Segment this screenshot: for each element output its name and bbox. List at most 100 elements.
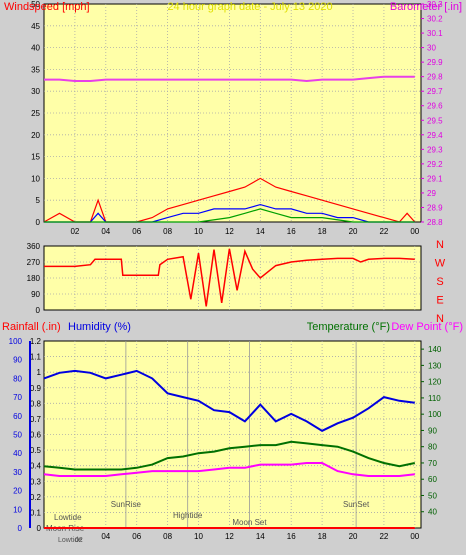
event-annotation: Moon Set: [232, 518, 267, 527]
baro-ytick-label: 30: [427, 44, 436, 53]
temp-xtick-label: 04: [101, 532, 110, 541]
rain-ytick-label: 0.2: [30, 493, 42, 502]
compass-label: N: [436, 239, 444, 251]
wind-xtick-label: 20: [349, 227, 358, 236]
wind-ytick-label: 15: [31, 153, 40, 162]
direction-ytick-label: 360: [27, 242, 41, 251]
baro-ytick-label: 30.3: [427, 0, 443, 9]
series-windspeed-line: [44, 203, 415, 223]
temp-xtick-label: 20: [349, 532, 358, 541]
baro-ytick-label: 29.8: [427, 73, 443, 82]
dewpoint-axis-label: Dew Point (°F): [391, 321, 463, 333]
rain-ytick-label: 0.8: [30, 399, 42, 408]
event-annotation: Lowtide: [54, 513, 82, 522]
event-annotation: SunSet: [343, 500, 370, 509]
direction-plot-area: [43, 245, 422, 311]
wind-xtick-label: 14: [256, 227, 265, 236]
wind-xtick-label: 12: [225, 227, 234, 236]
series-gust-line: [43, 177, 416, 223]
wind-ytick-label: 40: [31, 44, 40, 53]
wind-xtick-label: 06: [132, 227, 141, 236]
direction-ytick-label: 0: [36, 306, 41, 315]
series-barometer-line: [44, 75, 415, 83]
temperature-plot-area: [43, 340, 422, 529]
compass-label: S: [436, 276, 443, 288]
humidity-ytick-label: 30: [13, 468, 22, 477]
wind-xtick-label: 16: [287, 227, 296, 236]
rain-ytick-label: 0.3: [30, 477, 42, 486]
series-avg-line: [44, 208, 415, 223]
humidity-ytick-label: 70: [13, 393, 22, 402]
series-dew-point-line: [43, 462, 415, 477]
event-annotation: 02: [75, 537, 83, 544]
rain-ytick-label: 1.2: [30, 337, 42, 346]
humidity-ytick-label: 80: [13, 374, 22, 383]
direction-ytick-label: 270: [27, 258, 41, 267]
wind-ytick-label: 25: [31, 109, 40, 118]
series-wind-direction-line: [44, 248, 415, 307]
wind-ytick-label: 20: [31, 131, 40, 140]
baro-ytick-label: 29.3: [427, 145, 443, 154]
baro-ytick-label: 29.5: [427, 116, 443, 125]
temp-xtick-label: 16: [287, 532, 296, 541]
compass-label: E: [436, 295, 443, 307]
temp-ytick-label: 90: [428, 426, 437, 435]
temp-xtick-label: 06: [132, 532, 141, 541]
baro-ytick-label: 30.1: [427, 29, 443, 38]
rain-ytick-label: 0: [37, 524, 42, 533]
baro-ytick-label: 29.6: [427, 102, 443, 111]
humidity-ytick-label: 60: [13, 412, 22, 421]
baro-ytick-label: 29.2: [427, 160, 443, 169]
wind-xtick-label: 08: [163, 227, 172, 236]
humidity-ytick-label: 50: [13, 431, 22, 440]
temp-xtick-label: 10: [194, 532, 203, 541]
temp-ytick-label: 130: [428, 361, 442, 370]
rain-ytick-label: 0.9: [30, 384, 42, 393]
temp-ytick-label: 40: [428, 508, 437, 517]
rain-ytick-label: 0.1: [30, 508, 42, 517]
rain-ytick-label: 0.7: [30, 415, 42, 424]
temp-ytick-label: 70: [428, 459, 437, 468]
baro-ytick-label: 29.4: [427, 131, 443, 140]
temp-xtick-label: 18: [318, 532, 327, 541]
humidity-axis-label: Humidity (%): [68, 321, 131, 333]
direction-ytick-label: 90: [31, 290, 40, 299]
temp-ytick-label: 80: [428, 443, 437, 452]
rain-ytick-label: 0.6: [30, 431, 42, 440]
wind-xtick-label: 10: [194, 227, 203, 236]
temp-ytick-label: 110: [428, 394, 441, 403]
baro-axis-label: Barometer [.in]: [390, 1, 462, 13]
wind-ytick-label: 50: [31, 0, 40, 9]
wind-xtick-label: 02: [70, 227, 79, 236]
rain-ytick-label: 0.4: [30, 462, 42, 471]
baro-ytick-label: 29.7: [427, 87, 443, 96]
humidity-ytick-label: 10: [13, 505, 22, 514]
humidity-ytick-label: 0: [18, 524, 23, 533]
humidity-ytick-label: 100: [9, 337, 23, 346]
event-annotation: Lowtide: [58, 537, 82, 544]
rain-ytick-label: 1.1: [30, 353, 42, 362]
wind-xtick-label: 04: [101, 227, 110, 236]
wind-plot-area: [43, 3, 422, 223]
temp-xtick-label: 08: [163, 532, 172, 541]
compass-label: W: [435, 258, 446, 270]
temp-ytick-label: 60: [428, 475, 437, 484]
compass-label: N: [436, 313, 444, 325]
baro-ytick-label: 29.1: [427, 174, 443, 183]
wind-ytick-label: 45: [31, 22, 40, 31]
temp-ytick-label: 120: [428, 378, 442, 387]
baro-ytick-label: 29: [427, 189, 436, 198]
series-temperature-line: [43, 440, 416, 471]
event-annotation: SunRise: [111, 500, 142, 509]
series-humidity-line: [43, 369, 415, 432]
chart-title: 24 hour graph date - July 13 2020: [167, 1, 332, 13]
wind-ytick-label: 10: [31, 174, 40, 183]
temp-xtick-label: 14: [256, 532, 265, 541]
humidity-ytick-label: 40: [13, 449, 22, 458]
rain-axis-label: Rainfall (.in): [2, 321, 61, 333]
wind-ytick-label: 5: [36, 196, 41, 205]
humidity-ytick-label: 90: [13, 356, 22, 365]
wind-ytick-label: 0: [36, 218, 41, 227]
temperature-axis-label: Temperature (°F): [307, 321, 390, 333]
